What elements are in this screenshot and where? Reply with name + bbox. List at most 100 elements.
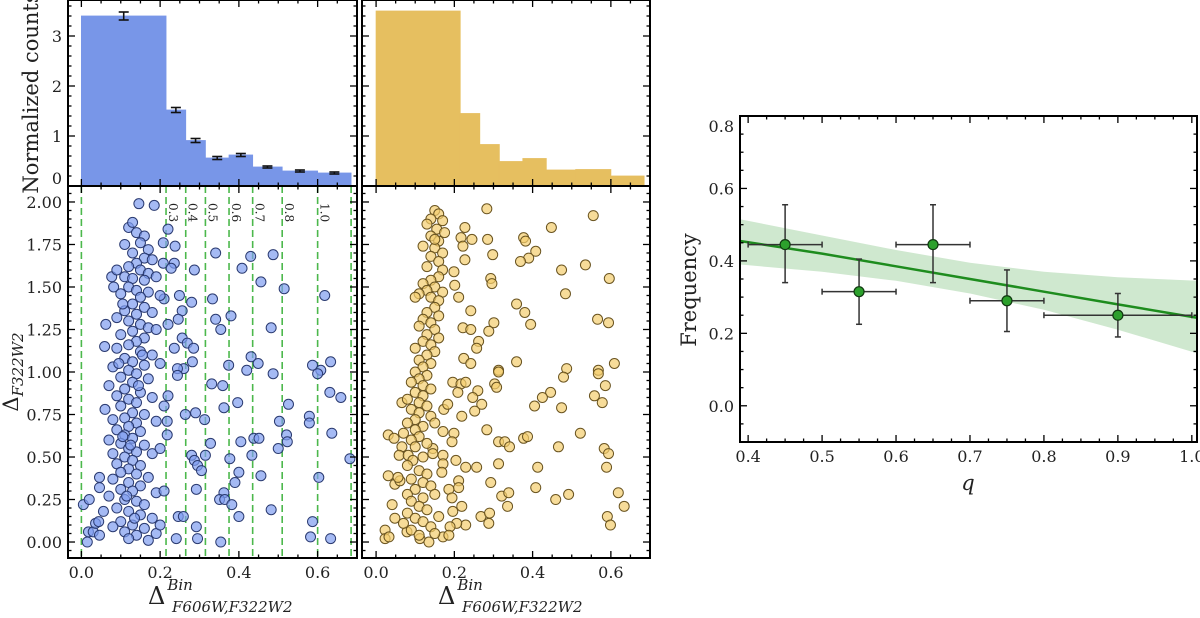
- data-point: [146, 306, 158, 318]
- data-point: [456, 410, 468, 422]
- x-tick-label: 0.6: [883, 447, 908, 466]
- frequency-point: [1001, 295, 1013, 307]
- data-point: [127, 407, 139, 419]
- q-cut-label: 0.7: [253, 203, 267, 222]
- axes-frame: [739, 115, 1198, 443]
- data-point: [344, 453, 356, 465]
- data-point: [127, 216, 139, 228]
- frequency-point: [1112, 309, 1124, 321]
- data-point: [103, 380, 115, 392]
- data-point: [493, 458, 505, 470]
- data-point: [559, 288, 571, 300]
- data-point: [265, 504, 277, 516]
- data-point: [265, 322, 277, 334]
- q-cut-label: 0.4: [186, 203, 200, 222]
- data-point: [172, 313, 184, 325]
- data-point: [401, 460, 413, 472]
- data-point: [138, 499, 150, 511]
- data-point: [173, 289, 185, 301]
- data-point: [111, 312, 123, 324]
- x-tick-label: 0.2: [442, 563, 467, 582]
- data-point: [146, 512, 158, 524]
- data-point: [421, 437, 433, 449]
- data-point: [253, 432, 265, 444]
- scatter-y-axis-label: ΔF322W2: [0, 332, 27, 411]
- histogram-bar: [228, 154, 254, 187]
- data-point: [195, 465, 207, 477]
- data-point: [460, 461, 472, 473]
- data-point: [603, 317, 615, 329]
- data-point: [190, 521, 202, 533]
- frequency-point: [779, 238, 791, 251]
- q-cut-label: 1.0: [318, 203, 332, 222]
- q-cut-label: 0.3: [166, 203, 180, 222]
- data-point: [481, 203, 493, 215]
- data-point: [186, 356, 198, 368]
- data-point: [522, 431, 534, 443]
- data-point: [429, 233, 441, 245]
- data-point: [459, 254, 471, 266]
- data-point: [233, 511, 245, 523]
- data-point: [425, 383, 437, 395]
- data-point: [456, 500, 468, 512]
- data-point: [469, 405, 481, 417]
- data-point: [486, 278, 498, 290]
- data-point: [437, 215, 449, 227]
- data-point: [536, 392, 548, 404]
- data-point: [107, 448, 119, 460]
- x-label-symbol: Δ: [148, 582, 165, 610]
- data-point: [148, 199, 160, 211]
- data-point: [103, 490, 115, 502]
- hist-y-axis-label: Normalized counts: [19, 0, 43, 194]
- data-point: [188, 264, 200, 276]
- data-point: [618, 500, 630, 512]
- data-point: [433, 310, 445, 322]
- data-point: [596, 397, 608, 409]
- data-point: [326, 427, 338, 439]
- x-tick-label: 0.2: [147, 563, 172, 582]
- data-point: [245, 250, 257, 262]
- data-point: [282, 398, 294, 410]
- data-point: [168, 342, 180, 354]
- data-point: [529, 400, 541, 412]
- data-point: [111, 502, 123, 514]
- fit-confidence-band: [740, 219, 1197, 354]
- data-point: [305, 531, 317, 543]
- data-point: [190, 407, 202, 419]
- data-point: [154, 357, 166, 369]
- data-point: [142, 534, 154, 546]
- data-point: [97, 505, 109, 517]
- data-point: [465, 305, 477, 317]
- data-point: [511, 356, 523, 368]
- data-point: [409, 483, 421, 495]
- data-point: [129, 512, 141, 524]
- data-point: [107, 521, 119, 533]
- blue-histogram-panel: 0 1 2 3: [52, 0, 358, 188]
- data-point: [401, 507, 413, 519]
- data-point: [108, 281, 120, 293]
- data-point: [459, 221, 471, 233]
- y-tick-label: 2.00: [26, 193, 62, 212]
- data-point: [210, 247, 222, 259]
- histogram-bar: [610, 175, 645, 187]
- x-tick-label: 0.6: [305, 563, 330, 582]
- data-point: [150, 271, 162, 283]
- data-point: [162, 223, 174, 235]
- data-point: [119, 238, 131, 250]
- data-point: [483, 325, 495, 337]
- frequency-y-axis-label: Frequency: [677, 233, 701, 347]
- data-point: [161, 429, 173, 441]
- data-point: [465, 357, 477, 369]
- data-point: [161, 415, 173, 427]
- data-point: [429, 488, 441, 500]
- data-point: [205, 437, 217, 449]
- data-point: [514, 255, 526, 267]
- data-point: [530, 245, 542, 257]
- data-point: [574, 427, 586, 439]
- data-point: [319, 289, 331, 301]
- data-point: [138, 439, 150, 451]
- data-point: [188, 342, 200, 354]
- y-tick-label: 0.50: [26, 448, 62, 467]
- data-point: [150, 323, 162, 335]
